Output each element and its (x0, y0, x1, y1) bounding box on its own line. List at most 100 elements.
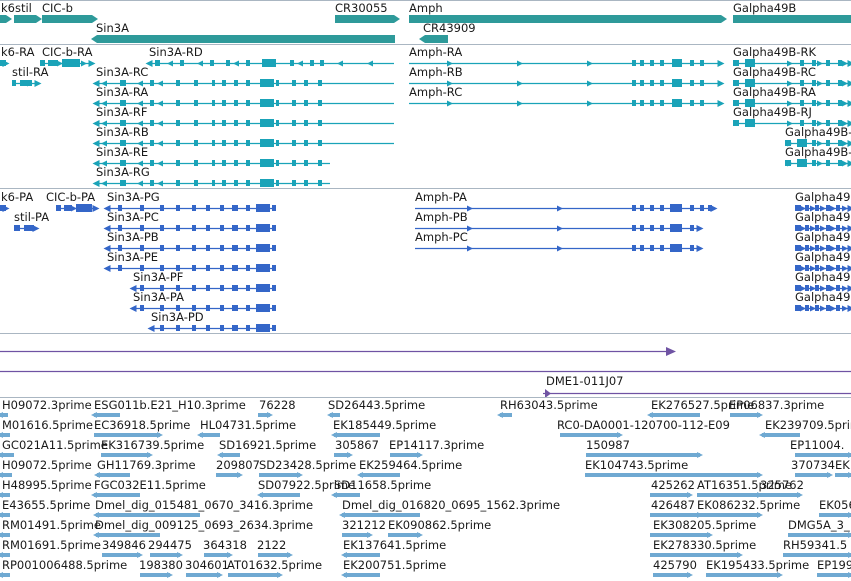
est-label-17[interactable]: EP14117.3prime (389, 438, 485, 452)
est-label-47[interactable]: RM01691.5prime (2, 538, 101, 552)
est-label-39[interactable]: EK086232.5prime (697, 498, 801, 512)
est-label-62[interactable]: EP199 (817, 558, 851, 572)
est-label-0[interactable]: H09072.3prime (2, 398, 92, 412)
est-label-24[interactable]: EK259464.5prime (359, 458, 463, 472)
transcript-label-sin3a-pa[interactable]: Sin3A-PA (133, 290, 184, 304)
est-label-13[interactable]: GC021A11.5prime (2, 438, 108, 452)
est-label-1[interactable]: ESG011b.E21_H10.3prime (94, 398, 246, 412)
est-label-32[interactable]: 425262 (651, 478, 695, 492)
est-label-10[interactable]: EK185449.5prime (333, 418, 437, 432)
transcript-label-sin3a-ra[interactable]: Sin3A-RA (96, 85, 149, 99)
transcript-label-galpha49b-b[interactable]: Galpha49B- (785, 145, 851, 159)
est-label-25[interactable]: EK104743.5prime (585, 458, 689, 472)
est-label-61[interactable]: EK195433.5prime (706, 558, 810, 572)
transcript-label-sin3a-pc[interactable]: Sin3A-PC (107, 210, 159, 224)
gene-label-sin3a[interactable]: Sin3A (96, 21, 129, 35)
transcript-label-sin3a-pe[interactable]: Sin3A-PE (107, 250, 159, 264)
transcript-label-k6-pa[interactable]: k6-PA (1, 190, 34, 204)
est-label-29[interactable]: FGC032E11.5prime (94, 478, 206, 492)
est-label-21[interactable]: GH11769.3prime (97, 458, 196, 472)
est-label-19[interactable]: EP11004. (790, 438, 845, 452)
transcript-label-sin3a-pb[interactable]: Sin3A-PB (107, 230, 159, 244)
transcript-label-galpha49-3[interactable]: Galpha49 (795, 250, 851, 264)
gene-label-cic-b[interactable]: CIC-b (42, 1, 73, 15)
est-label-36[interactable]: Dmel_dig_015481_0670_3416.3prime (95, 498, 314, 512)
transcript-label-amph-pc[interactable]: Amph-PC (415, 230, 468, 244)
transcript-label-amph-ra[interactable]: Amph-RA (409, 45, 463, 59)
est-label-55[interactable]: RP001006488.5prime (2, 558, 128, 572)
est-label-46[interactable]: DMG5A_3_1_ (788, 518, 851, 532)
gene-label-cr43909[interactable]: CR43909 (423, 21, 476, 35)
transcript-label-sin3a-rf[interactable]: Sin3A-RF (96, 105, 148, 119)
est-label-6[interactable]: EP06837.3prime (729, 398, 825, 412)
est-label-7[interactable]: M01616.5prime (2, 418, 93, 432)
contig-label-dme1-011j07[interactable]: DME1-011J07 (546, 374, 624, 388)
transcript-label-sin3a-pf[interactable]: Sin3A-PF (133, 270, 184, 284)
est-label-44[interactable]: EK090862.5prime (388, 518, 492, 532)
transcript-label-sin3a-pg[interactable]: Sin3A-PG (107, 190, 160, 204)
est-label-27[interactable]: EK (835, 458, 850, 472)
est-label-50[interactable]: 364318 (203, 538, 247, 552)
est-label-30[interactable]: SD07922.5prime (258, 478, 356, 492)
transcript-label-amph-pb[interactable]: Amph-PB (415, 210, 468, 224)
transcript-label-sin3a-pd[interactable]: Sin3A-PD (151, 310, 204, 324)
est-label-11[interactable]: RC0-DA0001-120700-112-E09 (557, 418, 730, 432)
transcript-label-amph-rc[interactable]: Amph-RC (409, 85, 463, 99)
gene-label-k6stil[interactable]: k6stil (1, 1, 32, 15)
est-label-4[interactable]: RH63043.5prime (500, 398, 598, 412)
est-label-22[interactable]: 209807 (216, 458, 260, 472)
transcript-label-galpha49b-rj[interactable]: Galpha49B-RJ (733, 105, 812, 119)
est-label-33[interactable]: AT16351.5prime (697, 478, 793, 492)
est-label-48[interactable]: 349846 (102, 538, 146, 552)
est-label-54[interactable]: RH59341.5 (783, 538, 848, 552)
est-label-49[interactable]: 294475 (148, 538, 192, 552)
transcript-label-galpha49b-ra[interactable]: Galpha49B-RA (733, 85, 816, 99)
est-label-38[interactable]: 426487 (651, 498, 695, 512)
est-label-60[interactable]: 425790 (653, 558, 697, 572)
gene-label-cr30055[interactable]: CR30055 (335, 1, 388, 15)
gene-label-galpha49b[interactable]: Galpha49B (733, 1, 797, 15)
est-label-18[interactable]: 150987 (586, 438, 630, 452)
est-label-37[interactable]: Dmel_dig_016820_0695_1562.3prime (342, 498, 561, 512)
est-label-14[interactable]: EK316739.5prime (101, 438, 205, 452)
transcript-label-k6-ra[interactable]: k6-RA (1, 45, 35, 59)
transcript-label-galpha49-4[interactable]: Galpha49 (795, 270, 851, 284)
transcript-label-sin3a-rg[interactable]: Sin3A-RG (96, 165, 150, 179)
transcript-label-galpha49b-rc[interactable]: Galpha49B-RC (733, 65, 816, 79)
est-label-8[interactable]: EC36918.5prime (94, 418, 191, 432)
est-label-28[interactable]: H48995.5prime (2, 478, 92, 492)
est-label-12[interactable]: EK239709.5prime (765, 418, 851, 432)
est-label-59[interactable]: EK200751.5prime (343, 558, 447, 572)
transcript-label-galpha49b-rk[interactable]: Galpha49B-RK (733, 45, 816, 59)
transcript-label-galpha49-2[interactable]: Galpha49 (795, 230, 851, 244)
est-label-3[interactable]: SD26443.5prime (328, 398, 426, 412)
transcript-label-galpha49-5[interactable]: Galpha49 (795, 290, 851, 304)
est-label-41[interactable]: RM01491.5prime (2, 518, 101, 532)
est-label-45[interactable]: EK308205.5prime (653, 518, 757, 532)
est-label-9[interactable]: HL04731.5prime (200, 418, 297, 432)
transcript-label-sin3a-rb[interactable]: Sin3A-RB (96, 125, 149, 139)
transcript-label-cic-b-pa[interactable]: CIC-b-PA (46, 190, 96, 204)
transcript-label-sin3a-rc[interactable]: Sin3A-RC (96, 65, 149, 79)
transcript-label-stil-ra[interactable]: stil-RA (12, 65, 49, 79)
est-label-57[interactable]: 304601 (185, 558, 229, 572)
transcript-label-amph-pa[interactable]: Amph-PA (415, 190, 467, 204)
transcript-label-amph-rb[interactable]: Amph-RB (409, 65, 463, 79)
est-label-56[interactable]: 198380 (139, 558, 183, 572)
est-label-53[interactable]: EK278330.5prime (653, 538, 757, 552)
transcript-label-galpha49-1[interactable]: Galpha49 (795, 210, 851, 224)
est-label-15[interactable]: SD16921.5prime (219, 438, 317, 452)
est-label-26[interactable]: 370734 (791, 458, 835, 472)
transcript-label-galpha49-0[interactable]: Galpha49 (795, 190, 851, 204)
transcript-label-sin3a-rd[interactable]: Sin3A-RD (149, 45, 203, 59)
est-label-31[interactable]: SD11658.5prime (334, 478, 432, 492)
transcript-label-cic-b-ra[interactable]: CIC-b-RA (42, 45, 93, 59)
est-label-16[interactable]: 305867 (335, 438, 379, 452)
transcript-label-galpha49b-a[interactable]: Galpha49B- (785, 125, 851, 139)
est-label-58[interactable]: AT01632.5prime (227, 558, 323, 572)
est-label-34[interactable]: 325762 (760, 478, 804, 492)
est-label-52[interactable]: EK137641.5prime (343, 538, 447, 552)
transcript-label-sin3a-re[interactable]: Sin3A-RE (96, 145, 149, 159)
